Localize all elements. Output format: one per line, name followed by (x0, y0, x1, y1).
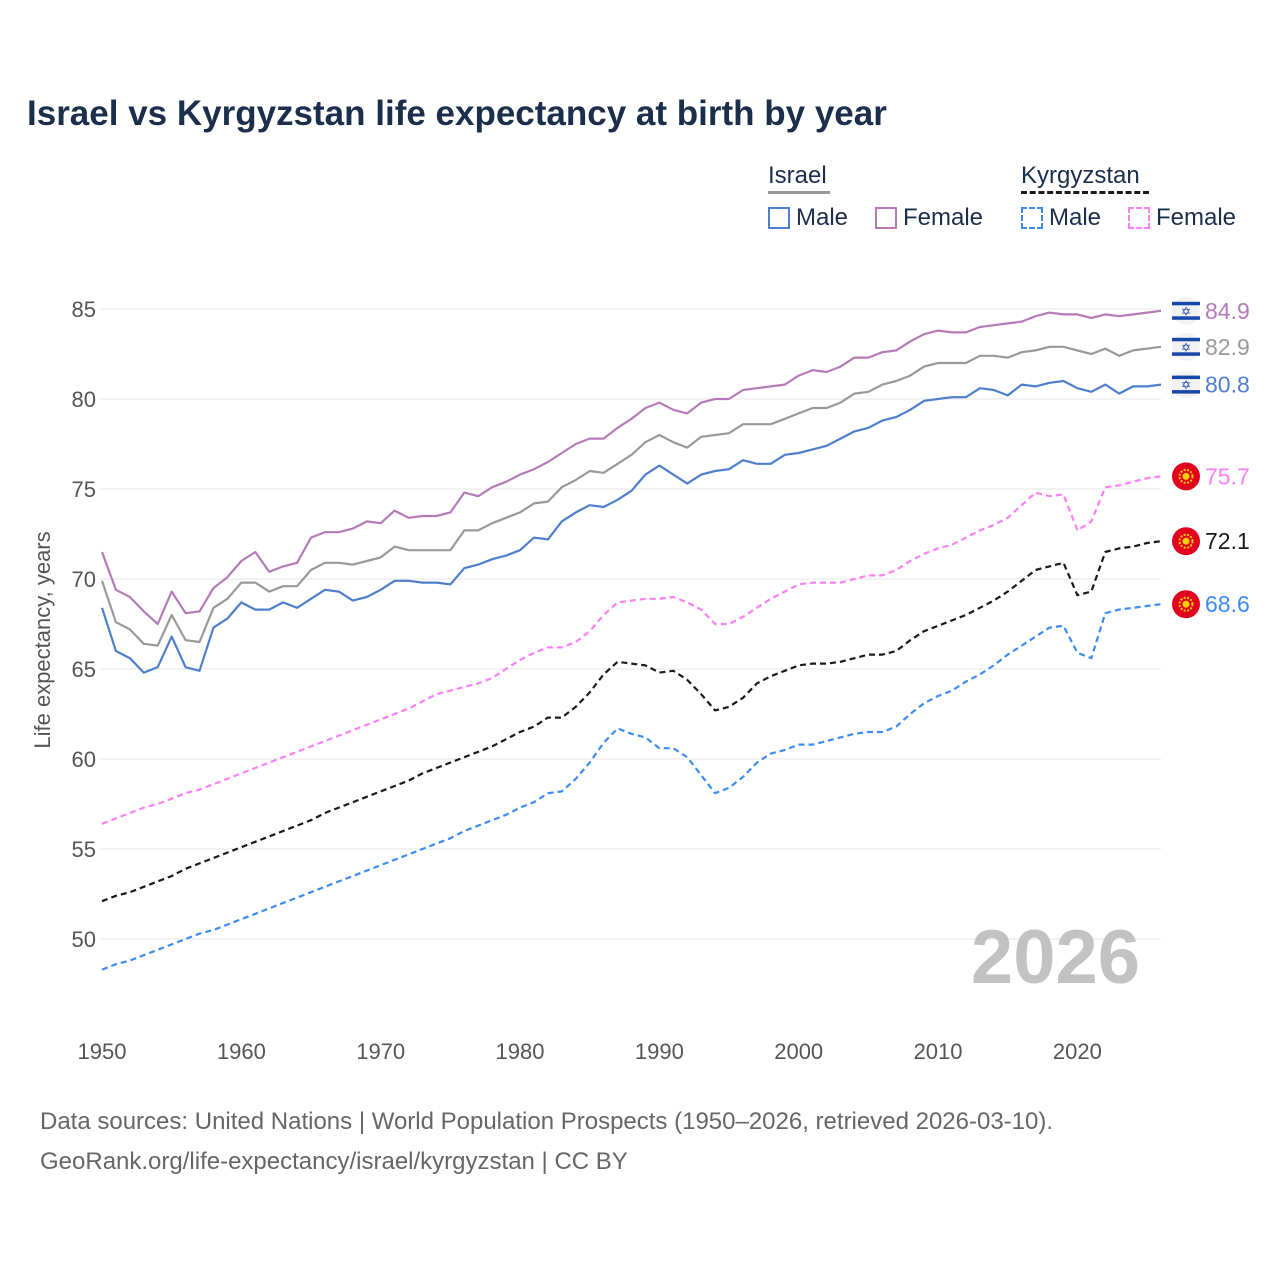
kyrgyzstan-flag-icon (1172, 527, 1200, 556)
flag-stripe (1172, 390, 1200, 394)
end-value-label: 72.1 (1205, 528, 1250, 554)
star-of-david: ✡ (1181, 340, 1191, 354)
series-line-israel (100, 345, 1162, 647)
sun-rays (1178, 468, 1194, 484)
x-tick-label: 2010 (914, 1039, 963, 1064)
sun (1182, 537, 1190, 545)
flag-stripe (1172, 316, 1200, 320)
legend-label: Male (1049, 204, 1102, 231)
legend-kyrgyzstan-female[interactable]: Female (1128, 204, 1236, 232)
series-line-kyrgyzstan (101, 540, 1162, 903)
star-of-david: ✡ (1181, 304, 1191, 318)
flag-stripe (1172, 337, 1200, 342)
x-tick-label: 2020 (1053, 1039, 1102, 1064)
x-tick-label: 1960 (217, 1039, 266, 1064)
end-value-label: 80.8 (1205, 372, 1250, 398)
sun (1182, 472, 1190, 480)
legend-kyrgyzstan-heading: Kyrgyzstan (1021, 162, 1140, 189)
legend-israel-female[interactable]: Female (875, 204, 983, 232)
end-value-label: 75.7 (1205, 463, 1250, 489)
x-tick-label: 1950 (78, 1039, 127, 1064)
legend-israel-line (768, 191, 830, 194)
end-value-label: 84.9 (1205, 298, 1250, 324)
kyrgyzstan-flag-icon (1172, 462, 1200, 491)
y-axis-label: Life expectancy, years (30, 531, 55, 748)
legend-label: Female (903, 204, 984, 231)
series-line-israel-male (100, 379, 1162, 674)
flag-stripe (1172, 301, 1200, 306)
legend-swatch (1021, 207, 1043, 229)
year-watermark: 2026 (971, 915, 1140, 1000)
legend-swatch (768, 207, 790, 229)
x-tick-label: 1980 (496, 1039, 545, 1064)
flag-stripe (1172, 352, 1200, 356)
legend-label: Female (1156, 204, 1237, 231)
y-tick-label: 85 (72, 297, 96, 322)
flag-stripe (1172, 375, 1200, 380)
star-of-david: ✡ (1181, 378, 1191, 392)
x-tick-label: 2000 (774, 1039, 823, 1064)
y-tick-label: 80 (72, 387, 96, 412)
israel-flag-icon: ✡ (1172, 332, 1200, 361)
sun-rays (1178, 533, 1194, 549)
legend-israel-heading: Israel (768, 162, 827, 189)
series-line-kyrgyzstan-female (101, 475, 1162, 825)
y-tick-label: 75 (72, 477, 96, 502)
series-line-israel-female (100, 309, 1162, 626)
israel-flag-icon: ✡ (1172, 296, 1200, 325)
legend-swatch (1128, 207, 1150, 229)
end-value-label: 68.6 (1205, 591, 1250, 617)
sun (1182, 600, 1190, 608)
y-tick-label: 70 (72, 567, 96, 592)
sun-rays (1178, 596, 1194, 612)
source-line-1: Data sources: United Nations | World Pop… (40, 1108, 1054, 1135)
legend-kyrgyzstan-line (1021, 191, 1149, 194)
x-tick-label: 1970 (356, 1039, 405, 1064)
chart-title: Israel vs Kyrgyzstan life expectancy at … (27, 94, 887, 133)
end-value-label: 82.9 (1205, 334, 1250, 360)
x-tick-label: 1990 (635, 1039, 684, 1064)
y-tick-label: 60 (72, 747, 96, 772)
legend-kyrgyzstan-male[interactable]: Male (1021, 204, 1101, 232)
legend-swatch (875, 207, 897, 229)
israel-flag-icon: ✡ (1172, 370, 1200, 399)
y-tick-label: 65 (72, 657, 96, 682)
legend-label: Male (796, 204, 849, 231)
source-line-2[interactable]: GeoRank.org/life-expectancy/israel/kyrgy… (40, 1148, 628, 1175)
legend-israel-male[interactable]: Male (768, 204, 848, 232)
y-tick-label: 50 (72, 927, 96, 952)
y-tick-label: 55 (72, 837, 96, 862)
series-line-kyrgyzstan-male (101, 603, 1162, 971)
kyrgyzstan-flag-icon (1172, 590, 1200, 619)
